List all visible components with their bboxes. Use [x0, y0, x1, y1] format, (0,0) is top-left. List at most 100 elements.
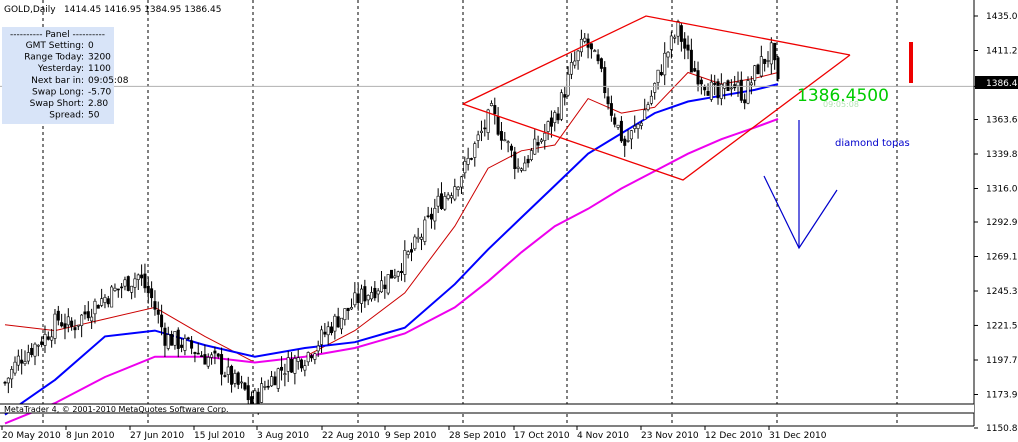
candle-body	[36, 344, 40, 347]
candle-body	[539, 139, 543, 142]
candle-body	[220, 354, 224, 375]
candle-body	[603, 67, 607, 94]
candle-body	[456, 186, 460, 190]
candle-body	[320, 329, 324, 345]
candle-body	[399, 270, 403, 274]
candle-body	[286, 357, 290, 372]
candle-body	[190, 340, 194, 349]
candle-body	[749, 82, 753, 86]
candle-body	[123, 279, 127, 287]
symbol-timeframe: GOLD,Daily	[4, 5, 56, 15]
candle-body	[589, 43, 593, 50]
candle-body	[693, 68, 697, 72]
candle-body	[546, 121, 550, 132]
price-axis: 1435.00 1411.20 1363.60 1339.80 1316.00 1292.…	[974, 12, 1018, 434]
y-tick-label: 1173.90	[986, 391, 1018, 401]
candle-body	[723, 82, 727, 89]
candle-body	[623, 138, 627, 146]
candle-body	[556, 113, 560, 121]
candle-body	[230, 365, 234, 385]
candle-body	[569, 62, 573, 75]
candle-body	[323, 331, 327, 335]
candle-body	[80, 314, 84, 326]
candle-body	[403, 250, 407, 275]
candle-body	[300, 359, 304, 369]
candle-body	[626, 140, 630, 142]
y-tick-label: 1197.70	[986, 356, 1018, 366]
y-tick-label: 1221.55	[986, 321, 1018, 331]
candle-body	[739, 79, 743, 101]
y-tick-label: 1339.80	[986, 150, 1018, 160]
candle-body	[619, 120, 623, 142]
y-tick-label: 1363.60	[986, 116, 1018, 126]
panel-row-label: Yesterday:	[37, 64, 84, 74]
candle-body	[203, 354, 207, 365]
candle-body	[599, 58, 603, 69]
candle-body	[443, 196, 447, 210]
time-axis: 20 May 2010 8 Jun 2010 27 Jun 2010 15 Jul 2…	[1, 426, 827, 441]
candle-body	[240, 381, 244, 384]
panel-row-value: 50	[88, 111, 100, 121]
candle-body	[536, 142, 540, 146]
diamond-pattern	[462, 15, 851, 181]
candle-body	[350, 307, 354, 310]
x-tick-label: 3 Aug 2010	[257, 431, 309, 441]
candle-body	[360, 288, 364, 304]
candle-body	[253, 390, 257, 406]
candle-body	[689, 49, 693, 73]
candle-body	[93, 300, 97, 315]
candle-body	[66, 316, 70, 326]
ohlc-values: 1414.45 1416.95 1384.95 1386.45	[64, 5, 221, 15]
candle-body	[423, 219, 427, 242]
candle-body	[503, 139, 507, 142]
candle-body	[340, 317, 344, 330]
ma-fast-line	[4, 71, 779, 364]
candle-body	[393, 275, 397, 278]
candle-body	[553, 112, 557, 123]
candle-body	[170, 334, 174, 346]
candle-body	[746, 80, 750, 104]
copyright-text: MetaTrader 4, © 2001-2010 MetaQuotes Sof…	[4, 405, 229, 414]
candle-body	[736, 81, 740, 87]
x-tick-label: 15 Jul 2010	[194, 431, 245, 441]
candle-body	[70, 320, 74, 327]
candle-body	[386, 274, 390, 294]
candle-body	[26, 352, 30, 362]
y-tick-label: 1292.90	[986, 218, 1018, 228]
candle-body	[516, 166, 520, 169]
x-tick-label: 17 Oct 2010	[514, 431, 570, 441]
candle-body	[476, 134, 480, 141]
candle-body	[743, 99, 747, 104]
candle-body	[333, 315, 337, 332]
info-panel-background	[2, 27, 114, 124]
candle-body	[63, 323, 67, 329]
candle-body	[266, 385, 270, 388]
candle-body	[663, 52, 667, 76]
candle-body	[236, 372, 240, 385]
panel-row-value: 09:05:08	[88, 76, 129, 86]
panel-row-label: Swap Long:	[32, 87, 84, 97]
candle-body	[90, 316, 94, 322]
candle-body	[766, 60, 770, 62]
candle-body	[113, 287, 117, 291]
candle-body	[696, 70, 700, 85]
candle-body	[576, 50, 580, 62]
candle-body	[583, 37, 587, 42]
candle-body	[756, 64, 760, 75]
candle-body	[330, 326, 334, 334]
candle-body	[96, 304, 100, 309]
candle-body	[303, 365, 307, 371]
candle-body	[703, 86, 707, 91]
candle-body	[643, 109, 647, 120]
candle-body	[153, 301, 157, 310]
candle-body	[699, 79, 703, 85]
candle-body	[356, 293, 360, 304]
candle-body	[759, 56, 763, 77]
x-tick-label: 8 Jun 2010	[66, 431, 115, 441]
candle-body	[773, 42, 777, 61]
candle-body	[506, 141, 510, 144]
candle-body	[593, 50, 597, 53]
candle-body	[40, 341, 44, 345]
